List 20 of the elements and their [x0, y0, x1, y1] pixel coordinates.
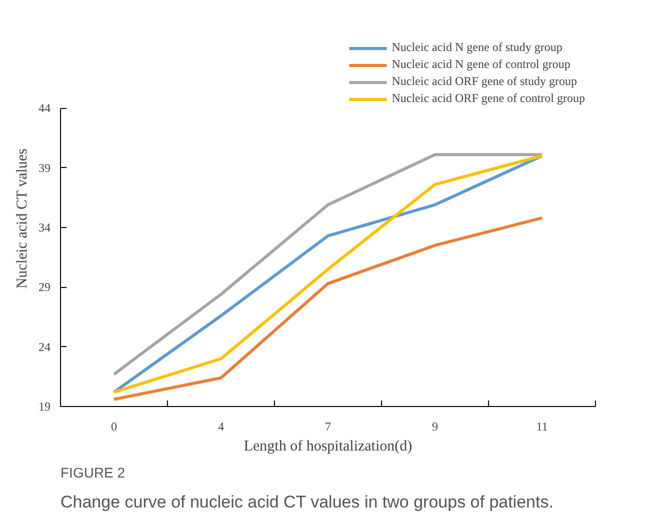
legend-label: Nucleic acid N gene of control group — [392, 57, 570, 72]
y-tick-label: 29 — [38, 280, 50, 294]
y-tick-label: 44 — [38, 101, 50, 116]
legend-label: Nucleic acid ORF gene of control group — [392, 91, 585, 106]
legend-label: Nucleic acid ORF gene of study group — [392, 74, 578, 89]
y-tick-label: 39 — [38, 160, 50, 175]
y-tick-label: 24 — [38, 340, 50, 354]
legend-label: Nucleic acid N gene of study group — [392, 40, 562, 55]
x-tick-label: 7 — [325, 420, 331, 434]
x-tick-label: 4 — [218, 420, 224, 434]
x-axis-title: Length of hospitalization(d) — [244, 438, 412, 454]
caption: FIGURE 2 — [60, 464, 126, 480]
y-axis-title: Nucleic acid CT values — [14, 148, 30, 289]
y-tick-label: 34 — [38, 220, 50, 234]
x-tick-label: 9 — [432, 420, 438, 434]
y-tick-label: 19 — [38, 400, 50, 414]
line-series — [112, 216, 544, 401]
x-tick-label: 0 — [111, 420, 117, 434]
x-tick-label: 11 — [536, 420, 548, 434]
text: Change curve of nucleic acid CT values in two groups of patients. — [60, 492, 554, 512]
